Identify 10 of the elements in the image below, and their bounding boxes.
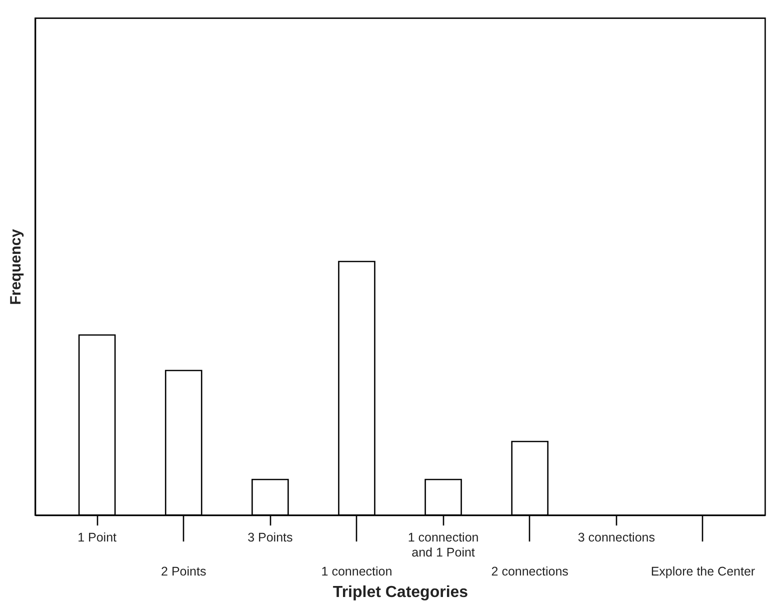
x-tick-label: 1 connection and 1 Point [408, 530, 479, 560]
x-tick-label: 3 Points [248, 530, 293, 544]
x-tick-label: 2 Points [161, 564, 206, 578]
y-axis-title: Frequency [8, 228, 24, 305]
x-tick-label: 3 connections [578, 530, 655, 544]
x-tick-label: 2 connections [491, 564, 568, 578]
x-axis-title: Triplet Categories [332, 584, 468, 601]
x-tick-label: 1 connection [321, 564, 392, 578]
x-tick-label: Explore the Center [650, 564, 756, 578]
x-tick-label: 1 Point [78, 530, 118, 544]
